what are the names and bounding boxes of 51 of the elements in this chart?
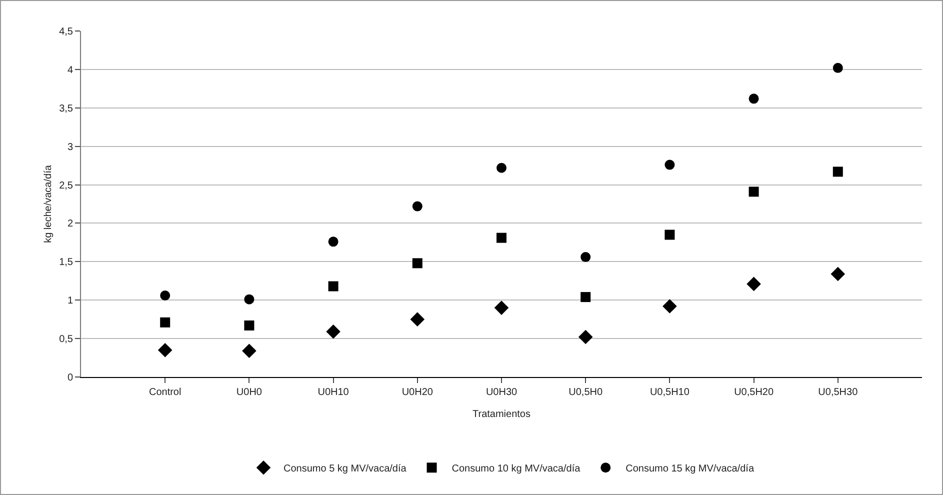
point bbox=[326, 324, 340, 339]
y-tick-label: 2,5 bbox=[59, 180, 74, 192]
point bbox=[244, 320, 254, 330]
y-tick-label: 0,5 bbox=[59, 334, 74, 346]
y-tick-label: 3 bbox=[67, 142, 74, 153]
point bbox=[244, 294, 254, 304]
x-tick-label: U0H10 bbox=[318, 387, 350, 398]
point bbox=[664, 160, 675, 170]
point bbox=[160, 317, 170, 328]
point bbox=[496, 162, 506, 173]
x-tick-label: U0H20 bbox=[402, 387, 434, 398]
point bbox=[412, 258, 422, 268]
y-tick-label: 1 bbox=[67, 296, 74, 307]
legend-label: Consumo 10 kg MV/vaca/día bbox=[452, 464, 581, 475]
point bbox=[664, 230, 675, 240]
point bbox=[410, 312, 425, 326]
x-tick-label: U0,5H30 bbox=[818, 387, 858, 398]
point bbox=[832, 166, 843, 177]
point bbox=[412, 201, 422, 212]
point bbox=[578, 330, 593, 344]
point bbox=[748, 186, 759, 197]
point bbox=[158, 342, 172, 358]
point bbox=[160, 290, 170, 300]
x-tick-label: Control bbox=[148, 387, 182, 398]
y-tick-label: 4 bbox=[67, 64, 74, 76]
point bbox=[496, 232, 506, 243]
point bbox=[830, 266, 846, 282]
point bbox=[832, 62, 843, 73]
x-tick-label: U0H30 bbox=[486, 387, 518, 398]
point bbox=[494, 300, 509, 315]
point bbox=[580, 292, 591, 302]
y-tick-label: 0 bbox=[67, 372, 74, 384]
x-tick-label: U0,5H20 bbox=[734, 387, 774, 398]
y-tick-label: 3,5 bbox=[59, 103, 74, 114]
legend-label: Consumo 5 kg MV/vaca/día bbox=[284, 464, 407, 475]
legend-label: Consumo 15 kg MV/vaca/día bbox=[626, 464, 754, 475]
point bbox=[328, 281, 338, 292]
x-axis-title: Tratamientos bbox=[472, 409, 530, 420]
y-tick-label: 2 bbox=[67, 218, 74, 230]
y-tick-label: 4,5 bbox=[59, 26, 74, 38]
point bbox=[748, 94, 759, 104]
y-axis-title: kg leche/vaca/día bbox=[43, 164, 54, 243]
point bbox=[242, 344, 256, 358]
point bbox=[662, 299, 677, 314]
x-tick-label: U0,5H0 bbox=[568, 387, 603, 398]
point bbox=[746, 276, 761, 292]
x-tick-label: U0,5H10 bbox=[650, 387, 690, 398]
y-tick-label: 1,5 bbox=[59, 257, 74, 268]
point bbox=[580, 252, 591, 262]
x-tick-label: U0H0 bbox=[236, 387, 262, 398]
point bbox=[328, 236, 338, 247]
